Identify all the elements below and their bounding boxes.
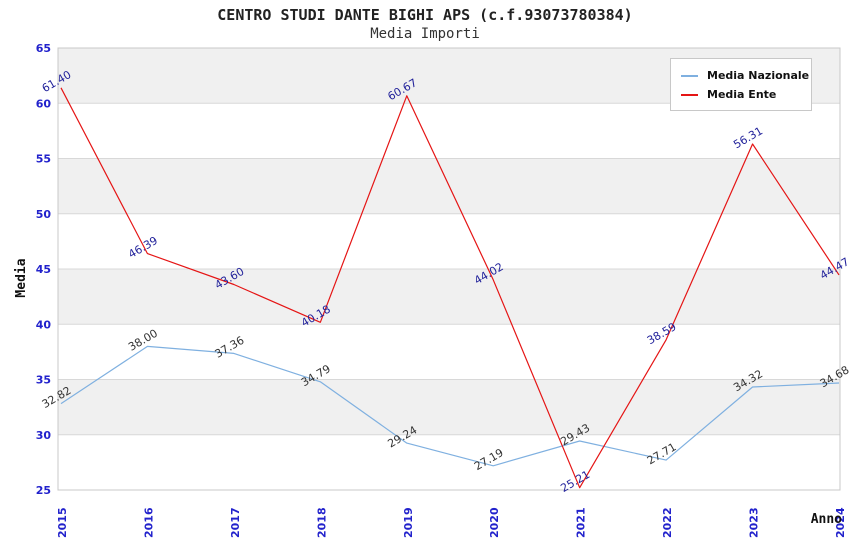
x-tick-label: 2023 [748,507,761,538]
x-tick-label: 2022 [661,507,674,538]
x-axis-title: Anno [810,512,842,527]
data-point-label: 27.71 [645,440,679,467]
legend-label: Media Nazionale [707,69,810,82]
x-tick-label: 2018 [315,507,328,538]
series-line-media-nazionale [60,345,840,467]
legend-label: Media Ente [707,88,777,101]
y-axis-title: Media [14,258,29,298]
chart-subtitle: Media Importi [370,26,480,42]
y-tick-label: 60 [36,97,52,110]
plot-band [58,269,840,325]
plot-border [57,47,841,491]
legend-entry-media-ente: Media Ente [681,85,801,104]
y-tick-labels: 25 30 35 40 45 50 55 60 65 [36,42,52,497]
data-point-label: 46.39 [126,234,160,261]
x-tick-label: 2016 [142,507,155,538]
data-point-label: 37.36 [213,334,247,361]
y-tick-label: 25 [36,484,51,497]
x-tick-label: 2020 [488,507,501,538]
y-tick-label: 65 [36,42,51,55]
data-point-label: 56.31 [731,124,765,151]
y-tick-label: 50 [36,208,52,221]
x-tick-label: 2019 [402,507,415,538]
y-tick-label: 30 [36,429,52,442]
x-tick-label: 2017 [229,507,242,538]
y-tick-label: 35 [36,374,51,387]
plot-bands [58,48,840,435]
x-tick-label: 2024 [834,507,847,538]
legend-entry-media-nazionale: Media Nazionale [681,66,809,85]
legend-line-swatch [681,93,698,96]
y-tick-label: 40 [36,318,52,331]
series-line-media-ente [60,87,840,489]
chart-title: CENTRO STUDI DANTE BIGHI APS (c.f.930737… [217,6,633,24]
legend-line-swatch [681,74,698,77]
data-point-label: 25.21 [558,468,592,495]
y-tick-label: 45 [36,263,51,276]
y-tick-label: 55 [36,153,51,166]
x-tick-labels: 2015 2016 2017 2018 2019 2020 2021 2022 2023 2024 [56,507,847,538]
x-tick-label: 2021 [575,507,588,538]
plot-band [58,379,840,435]
legend: Media Nazionale Media Ente [670,58,812,111]
data-point-label: 27.19 [472,446,506,473]
x-tick-label: 2015 [56,507,69,538]
